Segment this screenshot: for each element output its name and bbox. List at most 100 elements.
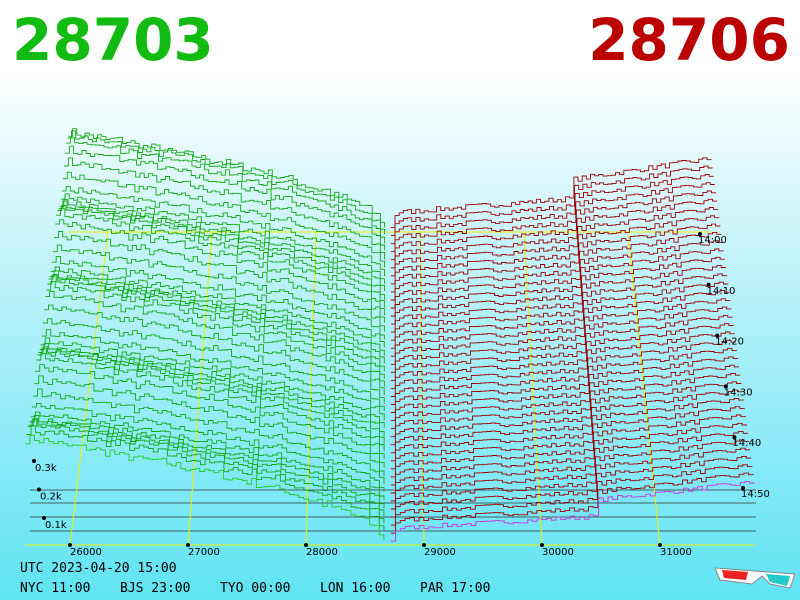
bid-depth-curve xyxy=(59,199,385,292)
bid-depth-curve xyxy=(57,205,385,308)
bid-depth-curve xyxy=(37,348,385,452)
city-time: PAR 17:00 xyxy=(420,581,490,596)
ask-depth-curve xyxy=(390,281,729,349)
city-time: BJS 23:00 xyxy=(120,581,190,596)
bid-depth-curve xyxy=(35,364,385,468)
depth-surface xyxy=(25,128,755,542)
utc-time: UTC 2023-04-20 15:00 xyxy=(20,561,177,576)
ask-depth-curve xyxy=(390,348,738,413)
price-tick-label: 29000 xyxy=(424,547,456,558)
tick-dot xyxy=(723,384,728,389)
ask-depth-curve xyxy=(390,480,755,542)
floor-grid xyxy=(25,231,756,546)
bid-price: 28703 xyxy=(12,6,214,74)
bid-depth-curve xyxy=(49,270,385,364)
ask-depth-curve xyxy=(390,314,733,381)
bid-depth-curve xyxy=(41,329,385,421)
tick-dot xyxy=(422,543,426,547)
ask-depth-curve xyxy=(390,323,734,389)
tick-dot xyxy=(186,543,190,547)
tick-dot xyxy=(42,516,46,520)
ask-depth-curve xyxy=(390,397,744,462)
ask-depth-curve xyxy=(390,339,736,405)
time-tick-label: 14:40 xyxy=(732,438,761,449)
price-grid-line xyxy=(187,231,213,546)
ask-depth-curve xyxy=(390,215,720,285)
ask-depth-curve xyxy=(390,165,713,237)
bid-depth-curve xyxy=(38,346,385,444)
bid-depth-curve xyxy=(25,434,385,540)
time-tick-label: 14:30 xyxy=(724,387,753,398)
bid-depth-curve xyxy=(55,219,385,323)
ask-depth-curve xyxy=(390,456,752,518)
ask-depth-curve xyxy=(390,198,718,269)
bid-depth-curve xyxy=(34,375,385,476)
price-tick-label: 31000 xyxy=(660,547,692,558)
depth-tick-label: 0.1k xyxy=(45,520,67,531)
bid-depth-curve xyxy=(31,402,385,492)
bid-depth-curve xyxy=(65,145,386,251)
ask-depth-curve xyxy=(390,207,719,277)
price-tick-label: 28000 xyxy=(306,547,338,558)
bid-depth-curve xyxy=(66,137,386,244)
ask-depth-curve xyxy=(390,356,739,422)
price-tick-label: 26000 xyxy=(70,547,102,558)
tick-dot xyxy=(706,282,711,287)
bid-depth-curve xyxy=(36,353,385,459)
tick-dot xyxy=(32,459,36,463)
bid-depth-curve xyxy=(45,290,385,396)
depth-tick-label: 0.2k xyxy=(40,492,62,503)
tick-dot xyxy=(68,543,72,547)
city-time: NYC 11:00 xyxy=(20,581,90,596)
tick-dot xyxy=(715,333,720,338)
glasses-icon xyxy=(714,567,796,589)
tick-dot xyxy=(304,543,308,547)
bid-depth-curve xyxy=(28,418,385,516)
bid-depth-curve xyxy=(40,337,385,428)
ask-depth-curve xyxy=(390,364,740,430)
price-tick-label: 30000 xyxy=(542,547,574,558)
bid-depth-curve xyxy=(62,171,385,268)
ask-depth-curve xyxy=(390,306,732,373)
bid-depth-curve xyxy=(56,208,385,315)
city-time: LON 16:00 xyxy=(320,581,390,596)
tick-dot xyxy=(37,487,41,492)
city-time: TYO 00:00 xyxy=(220,581,290,596)
bid-depth-curve xyxy=(29,415,385,509)
ask-depth-curve xyxy=(390,248,724,317)
ask-depth-curve xyxy=(390,265,726,333)
time-tick-label: 14:00 xyxy=(698,235,727,246)
ask-depth-curve xyxy=(390,472,754,534)
tick-dot xyxy=(741,486,745,490)
ask-depth-curve xyxy=(390,157,712,229)
price-grid-line xyxy=(69,231,109,546)
price-tick-label: 27000 xyxy=(188,547,220,558)
ask-depth-curve xyxy=(390,389,743,454)
ask-depth-curve xyxy=(390,447,751,510)
time-tick-label: 14:10 xyxy=(707,286,736,297)
bid-depth-curve xyxy=(50,266,385,356)
bid-depth-curve xyxy=(47,275,385,379)
ask-depth-curve xyxy=(390,331,735,397)
bid-depth-curve xyxy=(27,419,385,524)
bid-depth-curve xyxy=(46,281,385,387)
tick-dot xyxy=(540,543,544,547)
axis-labels: 26000 27000 28000 29000 30000 31000 0.3k 0.2k 0.… xyxy=(32,232,770,558)
bid-depth-curve xyxy=(58,200,385,300)
bid-depth-curve xyxy=(67,130,386,235)
ask-price: 28706 xyxy=(588,6,790,74)
ask-depth-curve xyxy=(390,439,750,502)
ask-depth-curve xyxy=(390,298,731,365)
bid-depth-curve xyxy=(44,304,385,404)
bid-depth-curve xyxy=(64,157,386,260)
ask-depth-curve xyxy=(390,290,730,357)
bid-depth-curve xyxy=(51,255,385,348)
ask-depth-curve xyxy=(390,422,748,486)
ask-depth-curve xyxy=(390,273,728,341)
ask-depth-curve xyxy=(390,256,725,325)
bid-depth-curve xyxy=(61,186,385,277)
bid-depth-curve xyxy=(42,318,385,412)
bid-depth-curve xyxy=(48,274,385,372)
ask-depth-curve xyxy=(390,414,746,478)
ask-depth-curve xyxy=(390,240,723,309)
